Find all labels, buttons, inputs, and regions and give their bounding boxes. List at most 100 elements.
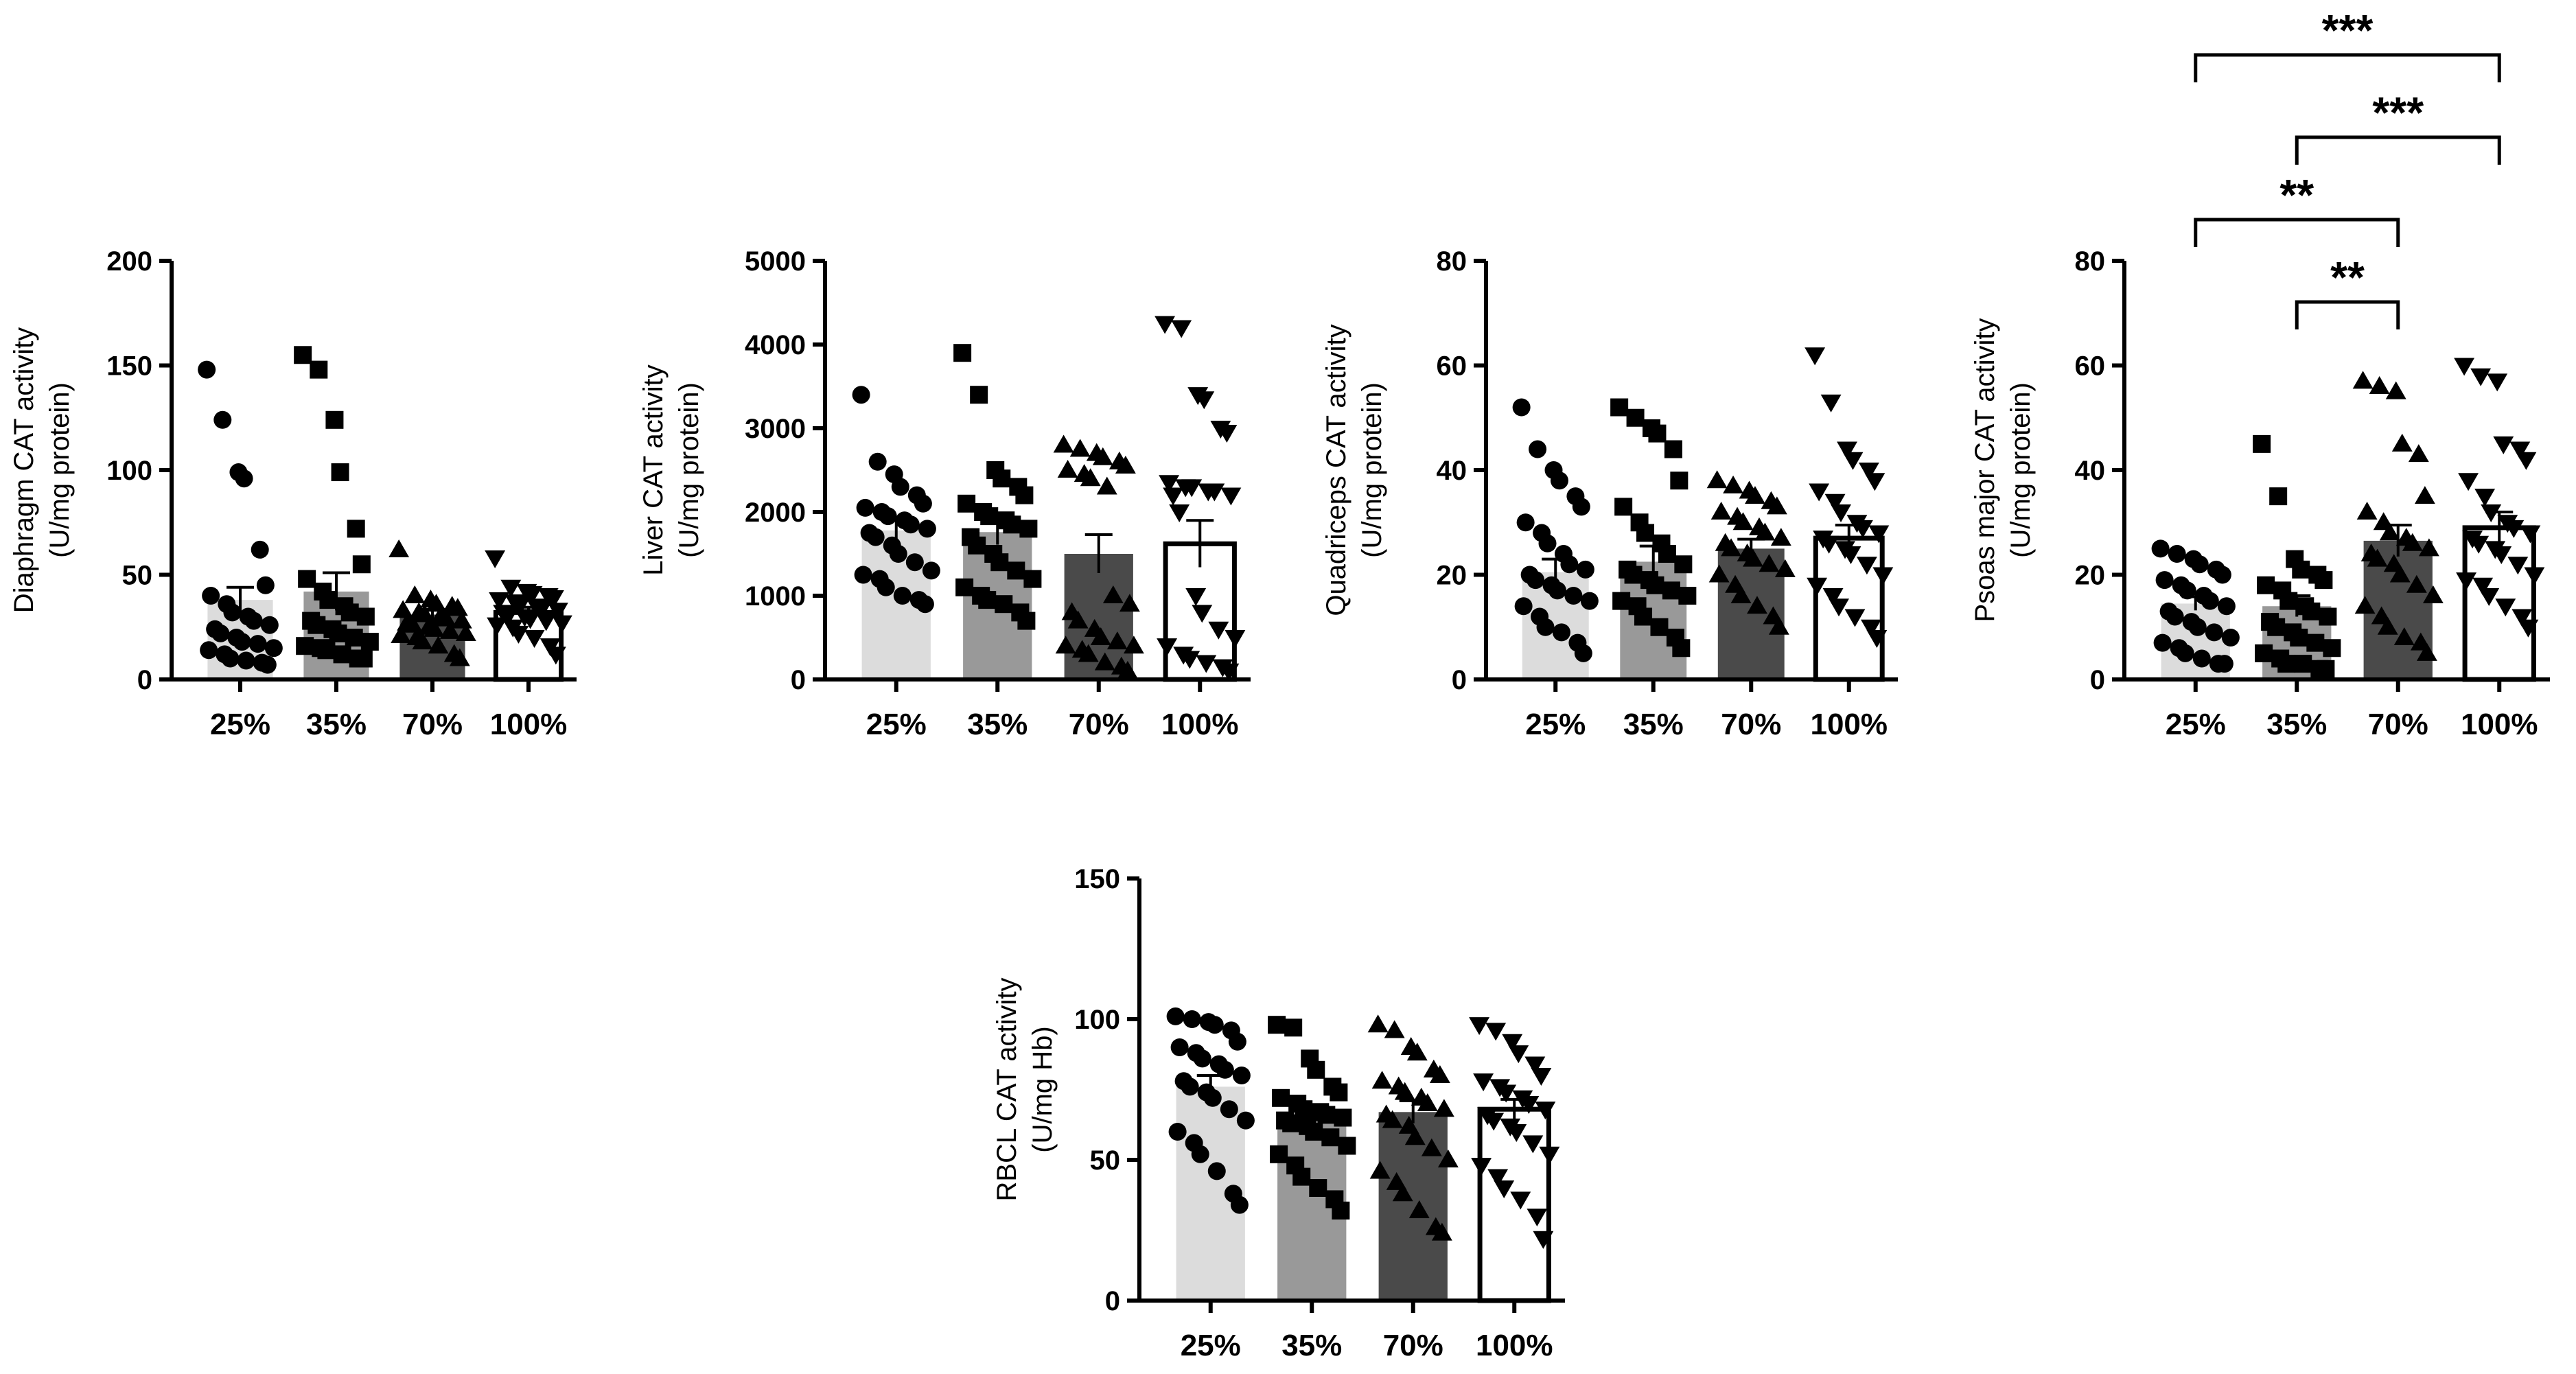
point-quadriceps-2-1 (1723, 475, 1744, 493)
point-psoas-0-1 (2168, 545, 2186, 563)
point-psoas-1-23 (2317, 660, 2335, 678)
point-liver-1-15 (990, 553, 1009, 572)
point-diaphragm-2-1 (404, 585, 426, 604)
x-tick-label-diaphragm-2: 70% (402, 708, 463, 741)
point-rbcl-2-8 (1394, 1082, 1415, 1100)
significance-label-psoas-2: ** (2279, 170, 2314, 220)
point-psoas-3-16 (2507, 557, 2529, 575)
point-psoas-3-21 (2495, 598, 2516, 617)
point-rbcl-0-20 (1191, 1145, 1209, 1163)
point-diaphragm-0-16 (248, 635, 267, 653)
point-diaphragm-2-5 (447, 598, 468, 616)
point-psoas-3-11 (2520, 525, 2541, 544)
point-rbcl-1-18 (1270, 1145, 1288, 1163)
point-psoas-0-15 (2188, 618, 2207, 636)
y-tick-label-quadriceps-2: 40 (1437, 456, 1467, 486)
point-liver-1-13 (968, 536, 986, 555)
point-psoas-1-10 (2302, 602, 2321, 620)
point-quadriceps-3-16 (1856, 557, 1877, 575)
point-rbcl-3-21 (1510, 1191, 1531, 1210)
point-liver-2-15 (1090, 627, 1111, 646)
y-tick-label-liver-3: 3000 (745, 414, 806, 444)
point-rbcl-0-21 (1207, 1162, 1226, 1180)
point-quadriceps-1-15 (1646, 576, 1664, 594)
point-quadriceps-3-18 (1807, 577, 1828, 596)
point-quadriceps-0-3 (1550, 471, 1568, 490)
point-rbcl-2-5 (1429, 1065, 1450, 1084)
point-psoas-0-20 (2176, 644, 2194, 662)
point-diaphragm-0-1 (213, 410, 232, 429)
point-quadriceps-3-2 (1837, 441, 1857, 460)
point-diaphragm-0-17 (264, 639, 283, 657)
point-quadriceps-2-23 (1768, 616, 1789, 635)
y-tick-label-diaphragm-1: 50 (122, 561, 153, 591)
point-rbcl-2-20 (1392, 1183, 1413, 1202)
point-rbcl-1-15 (1305, 1123, 1323, 1141)
point-diaphragm-1-5 (352, 555, 371, 574)
point-quadriceps-3-19 (1822, 587, 1844, 606)
y-tick-label-diaphragm-3: 150 (106, 351, 152, 382)
y-axis-label-quadriceps: Quadriceps CAT activity (U/mg protein) (1321, 324, 1387, 616)
point-psoas-0-5 (2213, 566, 2231, 584)
point-psoas-3-10 (2503, 520, 2525, 538)
y-tick-label-diaphragm-4: 200 (106, 246, 152, 277)
y-axis-label-line1-quadriceps: Quadriceps CAT activity (1321, 324, 1351, 616)
point-psoas-1-20 (2277, 655, 2296, 673)
x-tick-label-psoas-0: 25% (2166, 708, 2226, 741)
point-liver-3-3 (1194, 391, 1215, 410)
y-axis-label-line2-liver: (U/mg protein) (674, 382, 704, 558)
point-quadriceps-1-16 (1662, 581, 1680, 600)
point-rbcl-2-23 (1431, 1222, 1452, 1241)
point-quadriceps-3-20 (1829, 598, 1849, 617)
point-psoas-0-10 (2201, 592, 2219, 610)
point-diaphragm-1-4 (347, 520, 365, 538)
point-liver-2-0 (1053, 434, 1074, 453)
point-diaphragm-1-18 (296, 637, 314, 655)
point-quadriceps-1-18 (1612, 592, 1631, 610)
point-psoas-1-5 (2314, 571, 2333, 590)
point-psoas-3-15 (2491, 546, 2512, 564)
point-psoas-0-6 (2155, 571, 2174, 590)
x-tick-label-rbcl-2: 70% (1383, 1329, 1443, 1362)
point-quadriceps-3-4 (1858, 462, 1879, 480)
point-liver-3-10 (1204, 483, 1225, 502)
significance-bracket-psoas-1 (2295, 135, 2501, 165)
point-liver-0-20 (877, 578, 895, 596)
point-liver-1-18 (955, 578, 974, 596)
point-quadriceps-0-13 (1527, 571, 1545, 590)
point-psoas-3-1 (2470, 368, 2492, 386)
point-psoas-0-21 (2192, 649, 2211, 668)
point-liver-3-12 (1163, 487, 1184, 506)
point-quadriceps-1-6 (1614, 498, 1633, 516)
x-tick-label-psoas-2: 70% (2368, 708, 2428, 741)
point-diaphragm-1-21 (333, 645, 351, 664)
point-rbcl-2-21 (1408, 1200, 1430, 1218)
point-quadriceps-0-17 (1580, 592, 1599, 610)
point-quadriceps-1-0 (1610, 398, 1629, 417)
point-psoas-0-0 (2151, 539, 2170, 558)
point-rbcl-2-15 (1404, 1127, 1426, 1145)
point-rbcl-2-1 (1384, 1020, 1405, 1038)
point-quadriceps-3-11 (1868, 525, 1890, 544)
point-rbcl-3-5 (1531, 1067, 1552, 1086)
point-diaphragm-0-10 (244, 612, 263, 630)
y-axis-label-liver: Liver CAT activity (U/mg protein) (638, 364, 704, 575)
point-liver-2-20 (1078, 644, 1099, 662)
significance-label-psoas-1: *** (2372, 88, 2424, 137)
significance-label-psoas-0: *** (2322, 5, 2374, 55)
point-liver-2-11 (1119, 594, 1140, 612)
point-diaphragm-0-21 (237, 651, 255, 670)
point-rbcl-0-0 (1166, 1007, 1185, 1025)
point-rbcl-1-21 (1309, 1179, 1327, 1197)
point-rbcl-0-3 (1205, 1016, 1224, 1034)
point-quadriceps-2-21 (1747, 596, 1767, 614)
point-psoas-1-6 (2257, 576, 2275, 594)
point-liver-0-0 (852, 386, 870, 404)
point-liver-3-11 (1220, 487, 1242, 506)
point-quadriceps-3-17 (1872, 567, 1894, 585)
x-tick-label-diaphragm-3: 100% (490, 708, 568, 741)
point-liver-2-1 (1069, 439, 1091, 457)
point-rbcl-3-13 (1483, 1113, 1505, 1131)
point-diaphragm-0-8 (223, 603, 242, 622)
